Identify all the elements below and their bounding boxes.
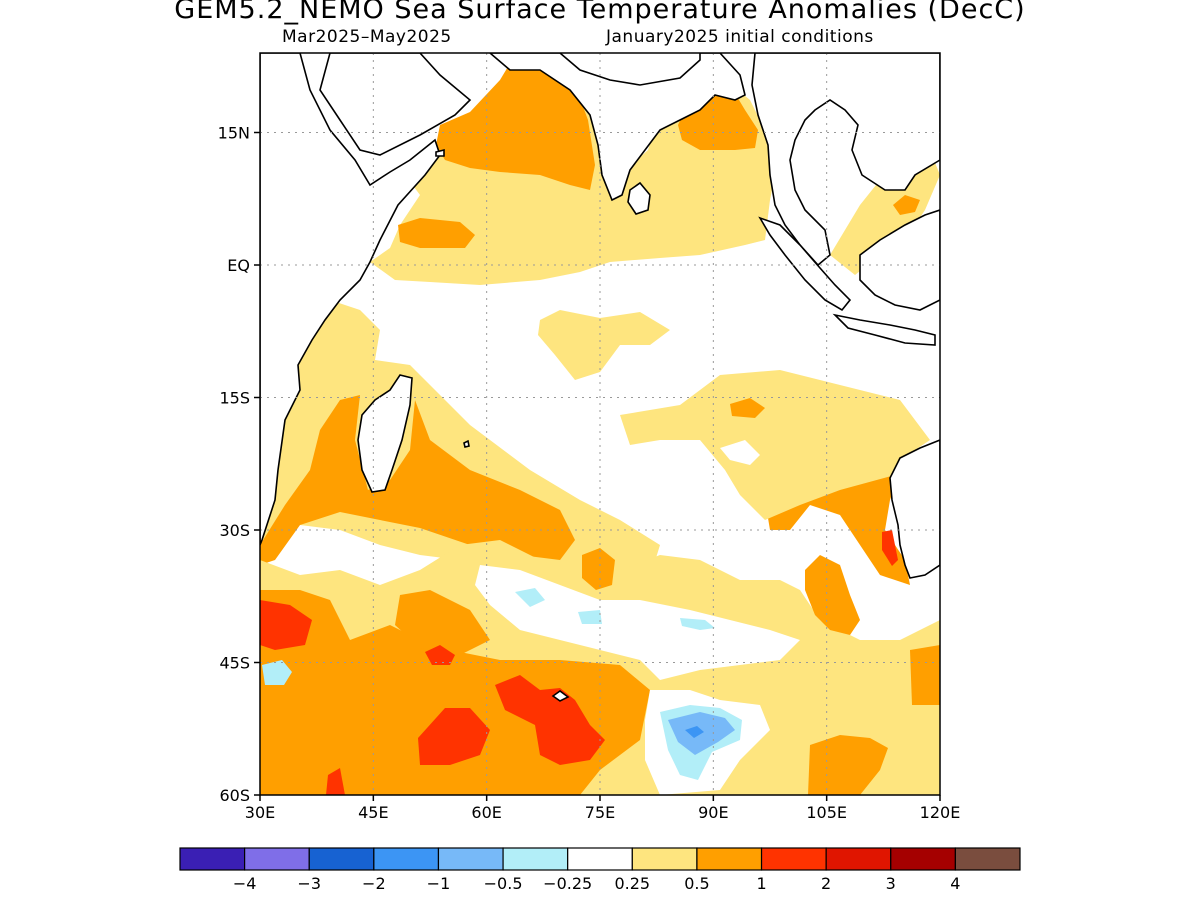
land-madagascar	[357, 374, 413, 493]
land-sri-lanka	[627, 181, 651, 215]
lon-tick-label: 30E	[245, 803, 275, 822]
land-arabian-peninsula	[319, 53, 472, 156]
colorbar-label: 0.25	[614, 874, 650, 893]
lat-tick-label: 45S	[219, 654, 250, 673]
anomaly-east-white-hole	[720, 440, 760, 465]
latitude-axis: 15N EQ 15S 30S 45S 60S	[218, 124, 260, 805]
anomaly-red-west	[260, 600, 312, 650]
anomaly-scs-orange	[893, 195, 920, 215]
lat-tick-label: 15N	[218, 124, 250, 143]
anomaly-cyan-1	[515, 588, 545, 607]
initial-conditions: January2025 initial conditions	[606, 27, 874, 47]
gridlines	[260, 53, 940, 795]
lon-tick-label: 120E	[920, 803, 961, 822]
colorbar-label: −0.25	[543, 874, 592, 893]
land-java	[832, 313, 936, 346]
colorbar-swatch	[631, 847, 698, 871]
colorbar-label: 1	[756, 874, 766, 893]
anomaly-cyan-2	[578, 610, 602, 624]
colorbar-label: −2	[362, 874, 386, 893]
land-heard-island	[551, 690, 570, 702]
lat-tick-label: 30S	[219, 521, 250, 540]
anomaly-mozambique-channel	[260, 395, 575, 565]
anomaly-cyan-3	[680, 618, 715, 630]
lon-tick-label: 75E	[585, 803, 615, 822]
colorbar: −4 −3 −2 −1 −0.5 −0.25 0.25 0.5 1 2 3 4	[179, 847, 1021, 893]
land-layer	[260, 53, 940, 702]
lon-tick-label: 60E	[471, 803, 501, 822]
colorbar-swatch	[308, 847, 375, 871]
colorbar-swatch	[760, 847, 827, 871]
colorbar-swatch	[825, 847, 892, 871]
anomaly-east-orange-small-2	[582, 548, 615, 590]
land-mauritius	[463, 439, 470, 448]
land-australia	[889, 439, 940, 579]
anomaly-cyan-west	[262, 660, 292, 685]
anomaly-east-yellow	[620, 370, 930, 520]
land-india	[488, 53, 746, 202]
anomaly-field	[260, 53, 940, 795]
anomaly-central-patch	[538, 310, 670, 380]
colorbar-swatch	[502, 847, 569, 871]
colorbar-label: 4	[950, 874, 960, 893]
colorbar-label: −4	[233, 874, 257, 893]
colorbar-label: −1	[427, 874, 451, 893]
colorbar-swatch	[890, 847, 956, 871]
colorbar-swatch	[954, 847, 1021, 871]
anomaly-arabian-sea	[436, 55, 595, 190]
colorbar-swatch	[179, 847, 246, 871]
anomaly-australia-red	[882, 530, 898, 566]
lat-tick-label: 15S	[219, 389, 250, 408]
land-socotra	[435, 148, 445, 157]
map-title: GEM5.2_NEMO Sea Surface Temperature Anom…	[174, 0, 1026, 25]
anomaly-southern-orange-2	[395, 590, 490, 655]
forecast-period: Mar2025–May2025	[282, 27, 452, 47]
land-southeast-asia	[751, 53, 940, 267]
anomaly-red-south-4	[326, 768, 345, 795]
colorbar-label: 0.5	[684, 874, 709, 893]
lon-tick-label: 45E	[358, 803, 388, 822]
colorbar-label: −0.5	[484, 874, 523, 893]
longitude-axis: 30E 45E 60E 75E 90E 105E 120E	[245, 795, 961, 822]
colorbar-swatch	[437, 847, 504, 871]
anomaly-east-orange	[805, 555, 860, 635]
land-borneo	[859, 209, 940, 311]
colorbar-swatch	[244, 847, 310, 871]
anomaly-red-south-3	[425, 645, 455, 665]
colorbar-swatch	[567, 847, 633, 871]
anomaly-arabian-sea-south	[398, 218, 475, 248]
anomaly-southeast-orange	[910, 645, 940, 705]
anomaly-blue-pool-core	[685, 726, 704, 738]
land-sumatra	[758, 216, 852, 312]
lon-tick-label: 90E	[698, 803, 728, 822]
anomaly-southeast-orange-2	[808, 735, 888, 795]
colorbar-label: −3	[297, 874, 321, 893]
colorbar-swatch	[373, 847, 440, 871]
lon-tick-label: 105E	[806, 803, 847, 822]
land-arabia-africa	[260, 53, 441, 546]
anomaly-south-white	[475, 565, 800, 680]
anomaly-south-china-sea	[830, 150, 940, 275]
lat-tick-label: EQ	[227, 256, 250, 275]
anomaly-east-orange-small	[730, 398, 765, 418]
colorbar-label: 3	[886, 874, 896, 893]
lat-tick-label: 60S	[219, 786, 250, 805]
anomaly-red-south-1	[418, 708, 490, 765]
colorbar-swatch	[696, 847, 763, 871]
colorbar-label: 2	[821, 874, 831, 893]
anomaly-red-south-2	[495, 675, 605, 765]
